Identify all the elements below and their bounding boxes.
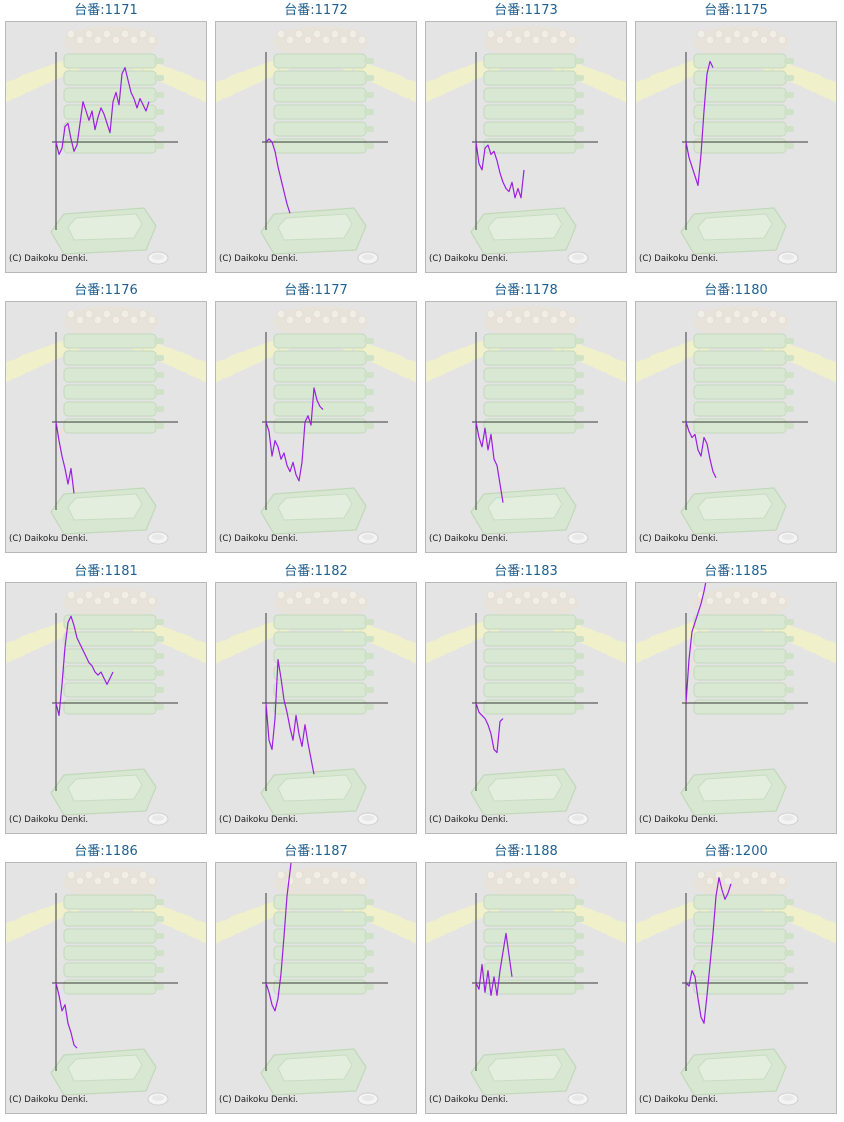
chart-title[interactable]: 台番:1185 bbox=[704, 564, 768, 579]
machine-illustration bbox=[636, 26, 836, 265]
machine-illustration bbox=[6, 587, 206, 826]
machine-illustration bbox=[6, 306, 206, 545]
chart-svg bbox=[426, 306, 626, 545]
chart-title[interactable]: 台番:1186 bbox=[74, 844, 138, 859]
data-line bbox=[475, 702, 504, 754]
copyright-text: (C) Daikoku Denki. bbox=[9, 534, 89, 544]
chart-frame: (C) Daikoku Denki. bbox=[425, 301, 627, 553]
copyright-text: (C) Daikoku Denki. bbox=[429, 254, 509, 264]
chart-frame: (C) Daikoku Denki. bbox=[5, 301, 207, 553]
copyright-text: (C) Daikoku Denki. bbox=[639, 1095, 719, 1105]
chart-frame: (C) Daikoku Denki. bbox=[425, 21, 627, 273]
data-line bbox=[685, 421, 717, 479]
chart-svg bbox=[6, 867, 206, 1106]
data-line bbox=[685, 583, 707, 704]
data-line bbox=[55, 66, 150, 155]
data-line bbox=[265, 138, 291, 214]
machine-illustration bbox=[426, 26, 626, 265]
chart-svg bbox=[636, 583, 836, 826]
chart-frame: (C) Daikoku Denki. bbox=[215, 582, 417, 834]
data-line bbox=[475, 932, 513, 996]
chart-svg bbox=[636, 867, 836, 1106]
copyright-text: (C) Daikoku Denki. bbox=[429, 534, 509, 544]
chart-frame: (C) Daikoku Denki. bbox=[215, 862, 417, 1114]
chart-svg bbox=[426, 587, 626, 826]
chart-title[interactable]: 台番:1182 bbox=[284, 564, 348, 579]
chart-frame: (C) Daikoku Denki. bbox=[635, 582, 837, 834]
chart-title[interactable]: 台番:1180 bbox=[704, 283, 768, 298]
chart-title[interactable]: 台番:1188 bbox=[494, 844, 558, 859]
chart-svg bbox=[426, 26, 626, 265]
copyright-text: (C) Daikoku Denki. bbox=[429, 1095, 509, 1105]
copyright-text: (C) Daikoku Denki. bbox=[219, 254, 299, 264]
copyright-text: (C) Daikoku Denki. bbox=[9, 815, 89, 825]
chart-title[interactable]: 台番:1175 bbox=[704, 3, 768, 18]
chart-svg bbox=[6, 587, 206, 826]
machine-illustration bbox=[426, 867, 626, 1106]
chart-title[interactable]: 台番:1176 bbox=[74, 283, 138, 298]
copyright-text: (C) Daikoku Denki. bbox=[9, 254, 89, 264]
machine-illustration bbox=[6, 867, 206, 1106]
machine-illustration bbox=[216, 867, 416, 1106]
chart-frame: (C) Daikoku Denki. bbox=[215, 21, 417, 273]
copyright-text: (C) Daikoku Denki. bbox=[429, 815, 509, 825]
machine-illustration bbox=[636, 867, 836, 1106]
chart-frame: (C) Daikoku Denki. bbox=[5, 862, 207, 1114]
chart-svg bbox=[216, 863, 416, 1106]
chart-title[interactable]: 台番:1173 bbox=[494, 3, 558, 18]
copyright-text: (C) Daikoku Denki. bbox=[639, 534, 719, 544]
data-line bbox=[475, 141, 525, 199]
chart-svg bbox=[636, 306, 836, 545]
chart-frame: (C) Daikoku Denki. bbox=[635, 301, 837, 553]
machine-illustration bbox=[636, 587, 836, 826]
copyright-text: (C) Daikoku Denki. bbox=[639, 815, 719, 825]
chart-frame: (C) Daikoku Denki. bbox=[425, 862, 627, 1114]
chart-svg bbox=[216, 587, 416, 826]
chart-title[interactable]: 台番:1172 bbox=[284, 3, 348, 18]
machine-illustration bbox=[426, 306, 626, 545]
chart-frame: (C) Daikoku Denki. bbox=[5, 582, 207, 834]
chart-frame: (C) Daikoku Denki. bbox=[635, 862, 837, 1114]
chart-title[interactable]: 台番:1200 bbox=[704, 844, 768, 859]
chart-title[interactable]: 台番:1178 bbox=[494, 283, 558, 298]
machine-illustration bbox=[426, 587, 626, 826]
machine-illustration bbox=[216, 26, 416, 265]
data-line bbox=[55, 982, 78, 1049]
machine-illustration bbox=[216, 587, 416, 826]
chart-svg bbox=[216, 26, 416, 265]
chart-frame: (C) Daikoku Denki. bbox=[635, 21, 837, 273]
chart-title[interactable]: 台番:1187 bbox=[284, 844, 348, 859]
chart-frame: (C) Daikoku Denki. bbox=[5, 21, 207, 273]
chart-svg bbox=[636, 26, 836, 265]
machine-illustration bbox=[636, 306, 836, 545]
chart-title[interactable]: 台番:1177 bbox=[284, 283, 348, 298]
machine-illustration bbox=[6, 26, 206, 265]
copyright-text: (C) Daikoku Denki. bbox=[9, 1095, 89, 1105]
data-line bbox=[55, 421, 75, 494]
chart-title[interactable]: 台番:1181 bbox=[74, 564, 138, 579]
data-line bbox=[685, 60, 714, 186]
chart-title[interactable]: 台番:1183 bbox=[494, 564, 558, 579]
chart-frame: (C) Daikoku Denki. bbox=[215, 301, 417, 553]
data-line bbox=[685, 877, 732, 1024]
chart-title[interactable]: 台番:1171 bbox=[74, 3, 138, 18]
data-line bbox=[55, 615, 114, 716]
chart-svg bbox=[6, 306, 206, 545]
chart-svg bbox=[426, 867, 626, 1106]
chart-svg bbox=[216, 306, 416, 545]
chart-frame: (C) Daikoku Denki. bbox=[425, 582, 627, 834]
copyright-text: (C) Daikoku Denki. bbox=[639, 254, 719, 264]
copyright-text: (C) Daikoku Denki. bbox=[219, 534, 299, 544]
data-line bbox=[475, 421, 504, 503]
copyright-text: (C) Daikoku Denki. bbox=[219, 815, 299, 825]
machine-illustration bbox=[216, 306, 416, 545]
chart-svg bbox=[6, 26, 206, 265]
copyright-text: (C) Daikoku Denki. bbox=[219, 1095, 299, 1105]
data-line bbox=[265, 658, 315, 775]
data-line bbox=[265, 387, 324, 482]
data-line bbox=[265, 863, 292, 1012]
